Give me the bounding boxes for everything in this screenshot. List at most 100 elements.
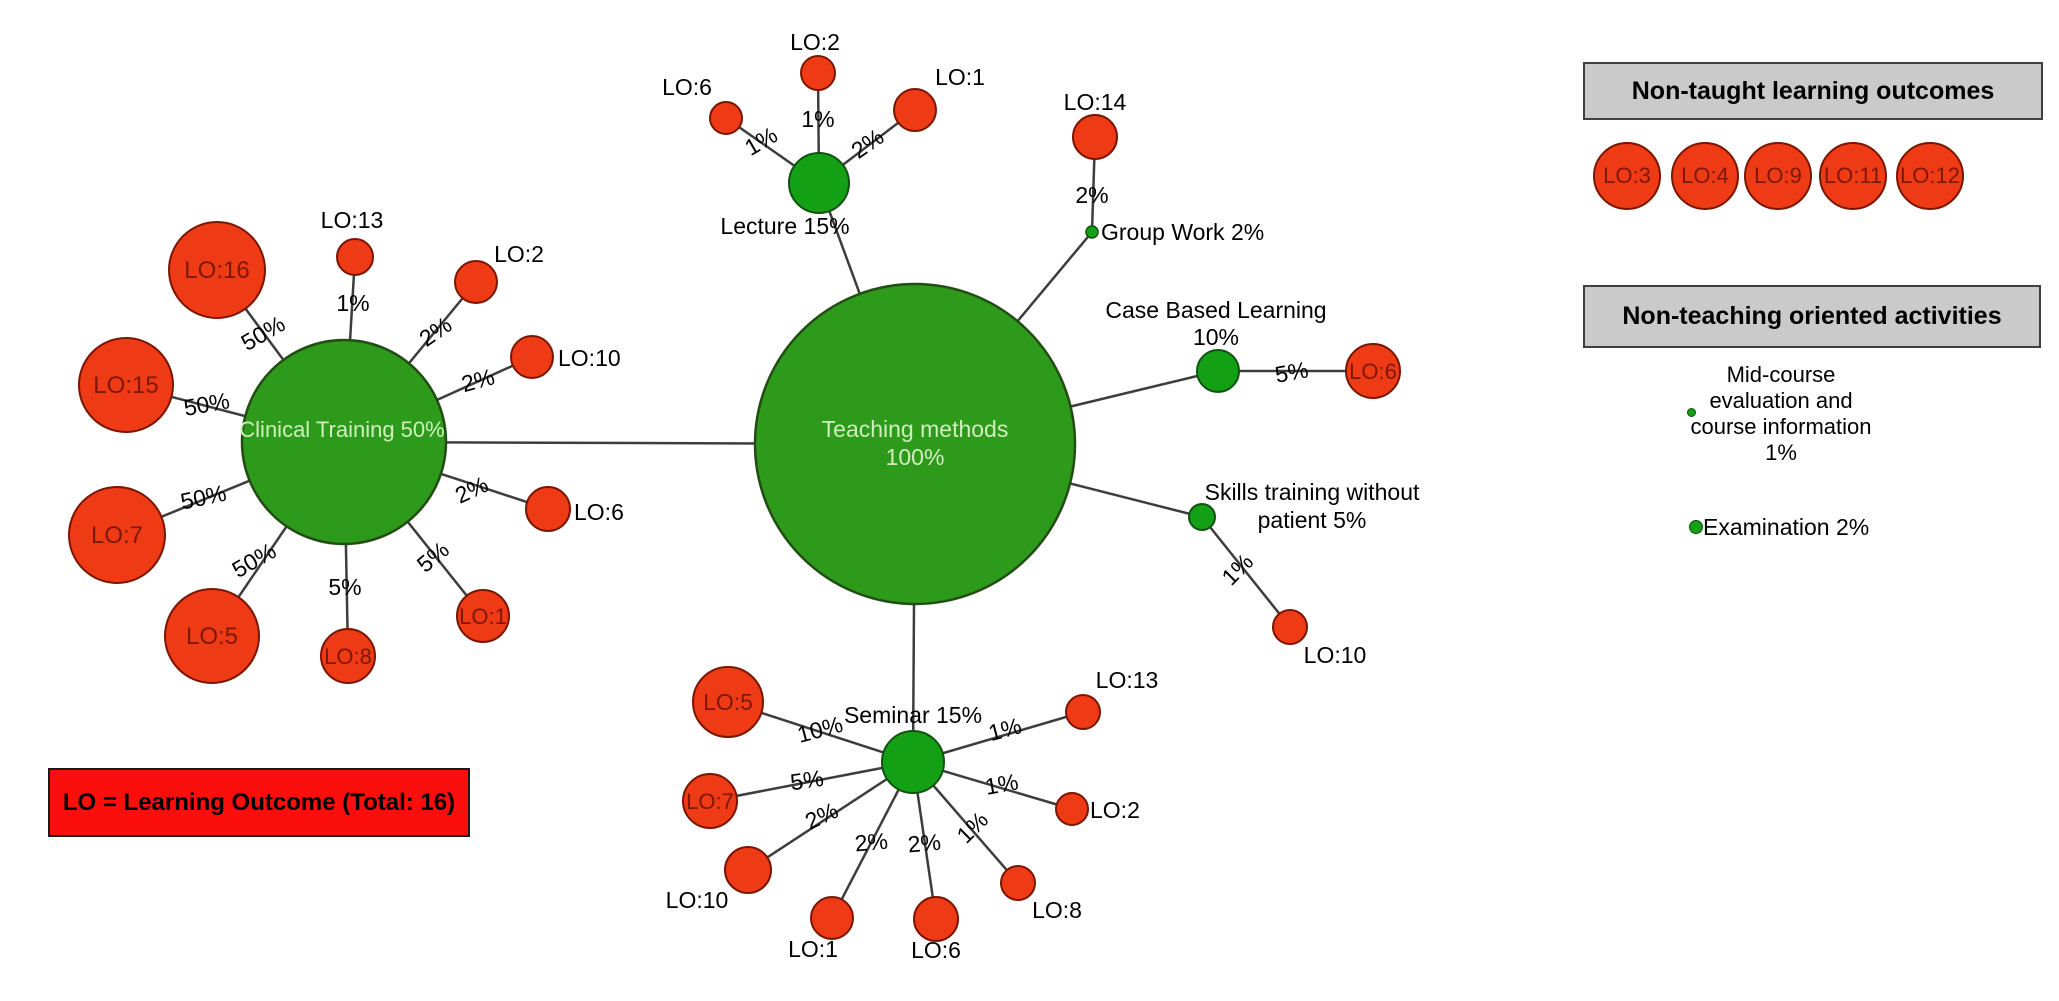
mid-course-item: Mid-course evaluation and course informa…: [1661, 362, 1901, 466]
node-sem-lo7: [682, 773, 738, 829]
node-label-cl-lo13: LO:13: [321, 207, 384, 233]
node-cl-lo2: [454, 260, 498, 304]
mid-course-dot-icon: [1687, 408, 1696, 417]
node-label-sk-lo10: LO:10: [1304, 642, 1367, 668]
node-label-seminar: Seminar 15%: [844, 702, 982, 728]
node-label-clinical: Clinical Training 50%: [239, 417, 444, 442]
non-teaching-activities-header: Non-teaching oriented activities: [1583, 285, 2041, 348]
node-sem-lo1: [810, 896, 854, 940]
non-taught-outcome-lo4: LO:4: [1671, 142, 1739, 210]
node-label-skills: Skills training without patient 5%: [1205, 479, 1420, 533]
edge-label-clinical-cl-lo13: 1%: [336, 290, 369, 316]
node-sem-lo8: [1000, 865, 1036, 901]
node-cl-lo10: [510, 335, 554, 379]
lo-chip-label: LO:4: [1681, 163, 1729, 188]
edge-label-seminar-sem-lo7: 5%: [789, 765, 826, 795]
node-lecture: [788, 152, 850, 214]
node-sem-lo6: [913, 896, 959, 942]
node-label-cl-lo15: LO:15: [93, 372, 158, 399]
edge-seminar-sem-lo7: [709, 760, 914, 803]
node-label-sem-lo8: LO:8: [1032, 897, 1082, 923]
node-label-groupwork: Group Work 2%: [1101, 219, 1264, 245]
node-label-gw-lo14: LO:14: [1064, 89, 1127, 115]
node-label-lec-lo6: LO:6: [662, 74, 712, 100]
node-label-teaching: Teaching methods 100%: [822, 416, 1009, 470]
node-cl-lo5: [164, 588, 260, 684]
node-label-lec-lo2: LO:2: [790, 29, 840, 55]
edge-label-clinical-cl-lo16: 50%: [237, 310, 290, 356]
node-label-cl-lo10: LO:10: [558, 345, 621, 371]
node-sem-lo5: [692, 666, 764, 738]
node-cl-lo13: [336, 238, 374, 276]
node-label-sem-lo7: LO:7: [686, 789, 734, 814]
node-cl-lo7: [68, 486, 166, 584]
node-sem-lo10: [724, 846, 772, 894]
edge-label-lecture-lec-lo2: 1%: [801, 106, 834, 132]
edge-label-clinical-cl-lo6: 2%: [451, 471, 492, 509]
examination-item: Examination 2%: [1703, 514, 1870, 540]
node-label-sem-lo5: LO:5: [703, 689, 753, 715]
node-clinical: [240, 338, 448, 546]
edge-seminar-sem-lo10: [747, 760, 914, 872]
node-label-sem-lo6: LO:6: [911, 937, 961, 963]
node-cl-lo8: [320, 628, 376, 684]
node-label-cl-lo1: LO:1: [459, 604, 507, 629]
node-seminar: [881, 730, 945, 794]
edge-label-cbl-cbl-lo6: 5%: [1273, 356, 1310, 387]
node-lec-lo6: [709, 101, 743, 135]
node-label-cl-lo6: LO:6: [574, 499, 624, 525]
edge-label-seminar-sem-lo1: 2%: [854, 828, 889, 857]
node-label-cl-lo5: LO:5: [186, 623, 238, 650]
edge-label-seminar-sem-lo10: 2%: [801, 797, 842, 835]
edge-label-clinical-cl-lo2: 2%: [414, 311, 456, 351]
node-cbl-lo6: [1345, 343, 1401, 399]
edge-label-seminar-sem-lo13: 1%: [986, 712, 1025, 746]
edge-label-clinical-cl-lo7: 50%: [178, 480, 228, 515]
node-sem-lo13: [1065, 694, 1101, 730]
edge-label-skills-sk-lo10: 1%: [1216, 548, 1258, 590]
edge-label-seminar-sem-lo2: 1%: [983, 768, 1020, 799]
mid-course-line: Mid-course: [1726, 362, 1836, 387]
mid-course-line: course information: [1690, 414, 1872, 439]
node-skills: [1188, 503, 1216, 531]
non-teaching-activities-title: Non-teaching oriented activities: [1622, 302, 2002, 330]
edge-skills-sk-lo10: [1201, 516, 1291, 628]
node-cl-lo6: [525, 486, 571, 532]
node-label-cbl-lo6: LO:6: [1349, 359, 1397, 384]
node-label-sem-lo1: LO:1: [788, 936, 838, 962]
lo-chip-label: LO:3: [1603, 163, 1651, 188]
lo-chip-label: LO:11: [1823, 163, 1883, 188]
edge-label-clinical-cl-lo8: 5%: [328, 574, 361, 600]
non-taught-outcomes-header: Non-taught learning outcomes: [1583, 62, 2043, 120]
edge-label-seminar-sem-lo6: 2%: [907, 829, 942, 858]
node-gw-lo14: [1072, 114, 1118, 160]
non-taught-outcomes-title: Non-taught learning outcomes: [1631, 76, 1995, 105]
lo-chip-label: LO:9: [1754, 163, 1802, 188]
node-teaching: [753, 282, 1077, 606]
examination-dot-icon: [1689, 520, 1703, 534]
edge-label-groupwork-gw-lo14: 2%: [1075, 182, 1108, 208]
edge-label-clinical-cl-lo10: 2%: [459, 363, 498, 397]
node-label-cl-lo7: LO:7: [91, 522, 143, 549]
node-label-sem-lo2: LO:2: [1090, 797, 1140, 823]
mid-course-line: evaluation and: [1709, 388, 1853, 413]
lo-legend-box: LO = Learning Outcome (Total: 16): [48, 768, 470, 837]
node-label-lec-lo1: LO:1: [935, 64, 985, 90]
non-taught-outcome-lo9: LO:9: [1744, 142, 1812, 210]
node-label-cl-lo16: LO:16: [184, 257, 249, 284]
node-lec-lo2: [800, 55, 836, 91]
node-label-cbl: Case Based Learning 10%: [1105, 297, 1326, 350]
edge-label-clinical-cl-lo15: 50%: [182, 387, 232, 421]
node-cbl: [1196, 349, 1240, 393]
node-label-sem-lo13: LO:13: [1096, 667, 1159, 693]
edge-label-seminar-sem-lo5: 10%: [794, 711, 845, 748]
node-sk-lo10: [1272, 609, 1308, 645]
node-groupwork: [1085, 225, 1099, 239]
node-sem-lo2: [1055, 792, 1089, 826]
non-taught-outcome-lo11: LO:11: [1819, 142, 1887, 210]
node-label-sem-lo10: LO:10: [666, 887, 729, 913]
edge-label-lecture-lec-lo6: 1%: [740, 122, 782, 161]
non-taught-outcome-lo12: LO:12: [1896, 142, 1964, 210]
